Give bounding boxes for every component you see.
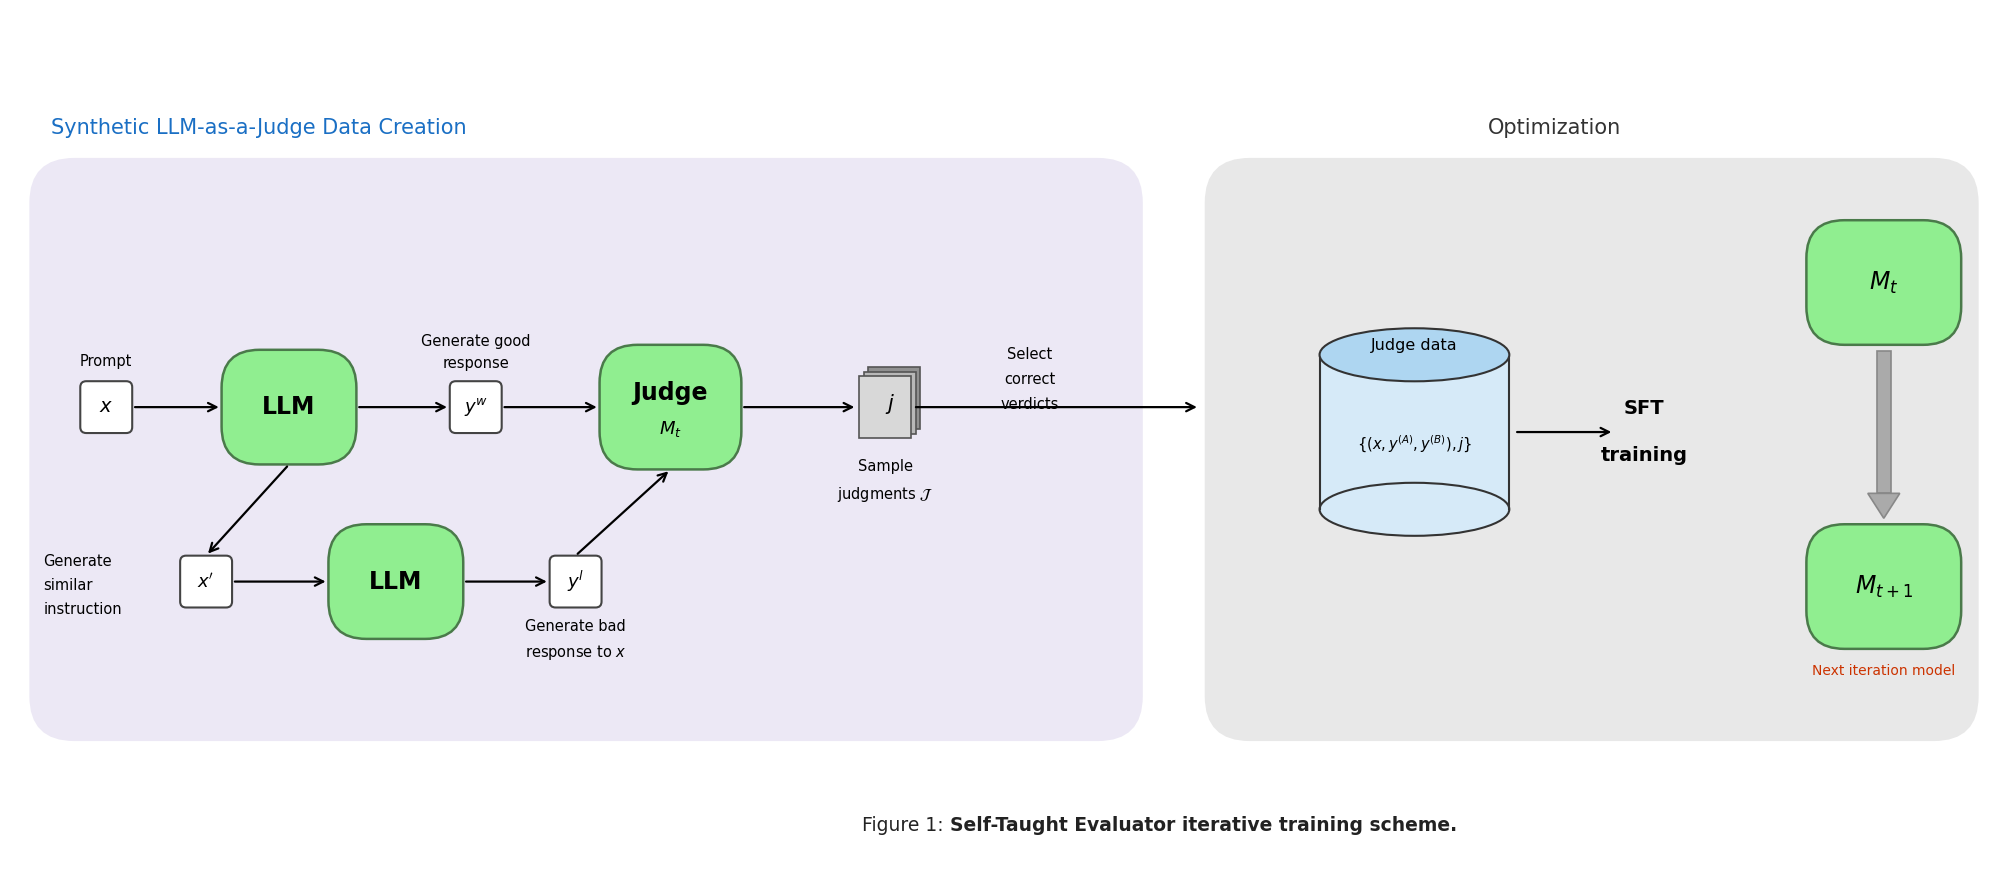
Text: similar: similar — [44, 578, 93, 592]
Text: instruction: instruction — [44, 601, 123, 616]
Text: Next iteration model: Next iteration model — [1813, 664, 1956, 678]
FancyBboxPatch shape — [859, 376, 911, 438]
Text: training: training — [1602, 446, 1688, 465]
FancyBboxPatch shape — [181, 556, 231, 607]
Text: Self-Taught Evaluator iterative training scheme.: Self-Taught Evaluator iterative training… — [950, 816, 1457, 835]
Text: response to $x$: response to $x$ — [525, 643, 626, 663]
Ellipse shape — [1320, 483, 1509, 536]
Text: Generate good: Generate good — [421, 334, 531, 350]
FancyBboxPatch shape — [221, 350, 356, 465]
Text: Sample: Sample — [857, 459, 913, 474]
Text: $y^l$: $y^l$ — [567, 569, 583, 594]
Text: Prompt: Prompt — [80, 354, 133, 369]
Text: judgments $\mathcal{J}$: judgments $\mathcal{J}$ — [837, 485, 934, 504]
Text: verdicts: verdicts — [1000, 397, 1058, 412]
Text: Judge: Judge — [632, 381, 708, 405]
Bar — [1320, 355, 1509, 509]
Text: Synthetic LLM-as-a-Judge Data Creation: Synthetic LLM-as-a-Judge Data Creation — [52, 118, 467, 138]
FancyBboxPatch shape — [869, 368, 919, 429]
FancyBboxPatch shape — [1205, 158, 1978, 741]
Text: response: response — [443, 356, 509, 371]
Text: $M_t$: $M_t$ — [660, 419, 682, 439]
FancyBboxPatch shape — [863, 372, 915, 434]
Text: $M_t$: $M_t$ — [1869, 269, 1899, 295]
Text: Judge data: Judge data — [1370, 338, 1459, 353]
Text: Figure 1:: Figure 1: — [863, 816, 950, 835]
FancyBboxPatch shape — [1807, 524, 1962, 648]
Text: $x$: $x$ — [99, 398, 113, 417]
FancyBboxPatch shape — [451, 381, 501, 433]
Text: $j$: $j$ — [885, 392, 895, 417]
FancyBboxPatch shape — [328, 524, 463, 639]
FancyBboxPatch shape — [600, 345, 740, 469]
Text: Select: Select — [1008, 347, 1052, 362]
Polygon shape — [1867, 493, 1899, 518]
Ellipse shape — [1320, 328, 1509, 381]
Text: correct: correct — [1004, 372, 1056, 387]
Bar — [1877, 351, 1891, 493]
FancyBboxPatch shape — [30, 158, 1143, 741]
Text: $y^w$: $y^w$ — [463, 396, 487, 418]
FancyBboxPatch shape — [1807, 220, 1962, 345]
Text: $x'$: $x'$ — [197, 572, 215, 591]
Text: SFT: SFT — [1624, 399, 1664, 418]
Text: LLM: LLM — [368, 570, 423, 593]
Text: $\{(x, y^{(A)}, y^{(B)}), j\}$: $\{(x, y^{(A)}, y^{(B)}), j\}$ — [1356, 434, 1473, 455]
FancyBboxPatch shape — [80, 381, 133, 433]
FancyBboxPatch shape — [549, 556, 602, 607]
Text: Optimization: Optimization — [1487, 118, 1622, 138]
Text: LLM: LLM — [262, 395, 316, 419]
Text: $M_{t+1}$: $M_{t+1}$ — [1855, 574, 1913, 599]
Text: Generate: Generate — [44, 554, 113, 569]
Text: Generate bad: Generate bad — [525, 619, 626, 634]
